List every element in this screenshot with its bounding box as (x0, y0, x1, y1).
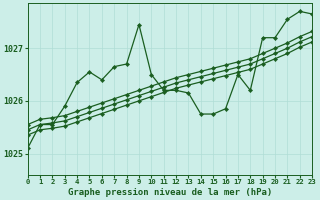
X-axis label: Graphe pression niveau de la mer (hPa): Graphe pression niveau de la mer (hPa) (68, 188, 272, 197)
